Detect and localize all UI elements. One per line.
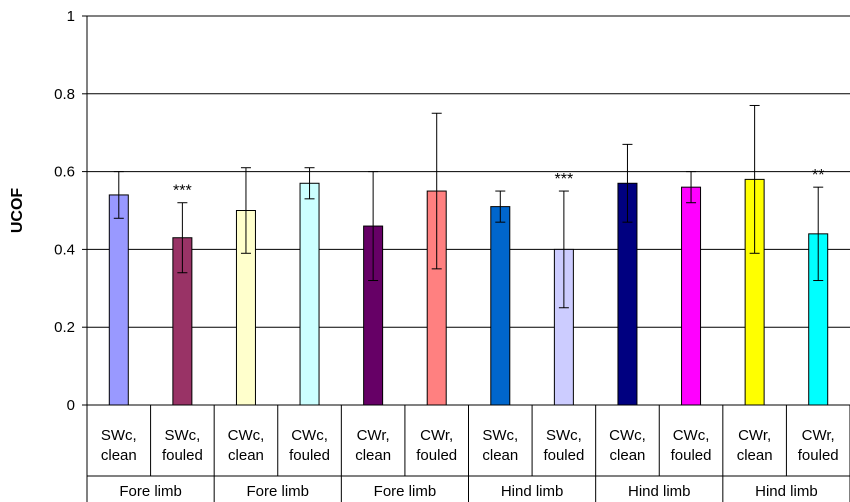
category-label-line2: fouled [162,447,203,464]
category-label-line2: clean [101,447,137,464]
category-label-line2: fouled [289,447,330,464]
category-label-line1: CWr, [420,427,453,444]
bar [108,194,129,406]
category-label-line1: SWc, [164,427,200,444]
group-label: Hind limb [755,483,818,500]
category-label-line2: clean [228,447,264,464]
category-label-line1: CWc, [673,427,710,444]
category-label-line2: fouled [416,447,457,464]
group-label: Fore limb [246,483,309,500]
x-axis-table: SWc, clean SWc, fouled CWc, clean CWc, fouled CW… [86,404,850,502]
y-tick-label: 1 [67,8,75,25]
category-label-line2: fouled [671,447,712,464]
y-tick-label: 0.2 [54,319,75,336]
y-tick-label: 0.4 [54,241,75,258]
group-label: Hind limb [501,483,564,500]
category-label-line1: CWr, [802,427,835,444]
category-label-line2: clean [355,447,391,464]
y-axis-label: UCOF [9,188,26,234]
bar [490,206,511,406]
y-tick-label: 0.6 [54,164,75,181]
category-label-line1: CWr, [738,427,771,444]
significance-mark: *** [173,183,192,200]
group-label: Fore limb [119,483,182,500]
category-label-line2: clean [482,447,518,464]
bars [108,178,829,406]
category-label-line2: fouled [543,447,584,464]
error-bars [113,104,824,309]
category-label-line1: CWc, [609,427,646,444]
category-label-line1: SWc, [482,427,518,444]
significance-mark: *** [555,171,574,188]
category-label-line1: CWc, [291,427,328,444]
category-label-line2: clean [610,447,646,464]
gridlines [87,15,850,328]
category-label-line1: SWc, [101,427,137,444]
category-label-line2: clean [737,447,773,464]
group-label: Fore limb [374,483,437,500]
category-label-line1: CWc, [228,427,265,444]
category-label-line1: SWc, [546,427,582,444]
bar [299,182,320,406]
bar [681,186,702,406]
significance-mark: ** [812,167,824,184]
y-axis: 0 0.2 0.4 0.6 0.8 1 [54,8,88,414]
category-label-line1: CWr, [357,427,390,444]
y-tick-label: 0.8 [54,86,75,103]
group-label: Hind limb [628,483,691,500]
y-tick-label: 0 [67,397,75,414]
significance-annotations: ****** ** [173,167,824,200]
category-label-line2: fouled [798,447,839,464]
